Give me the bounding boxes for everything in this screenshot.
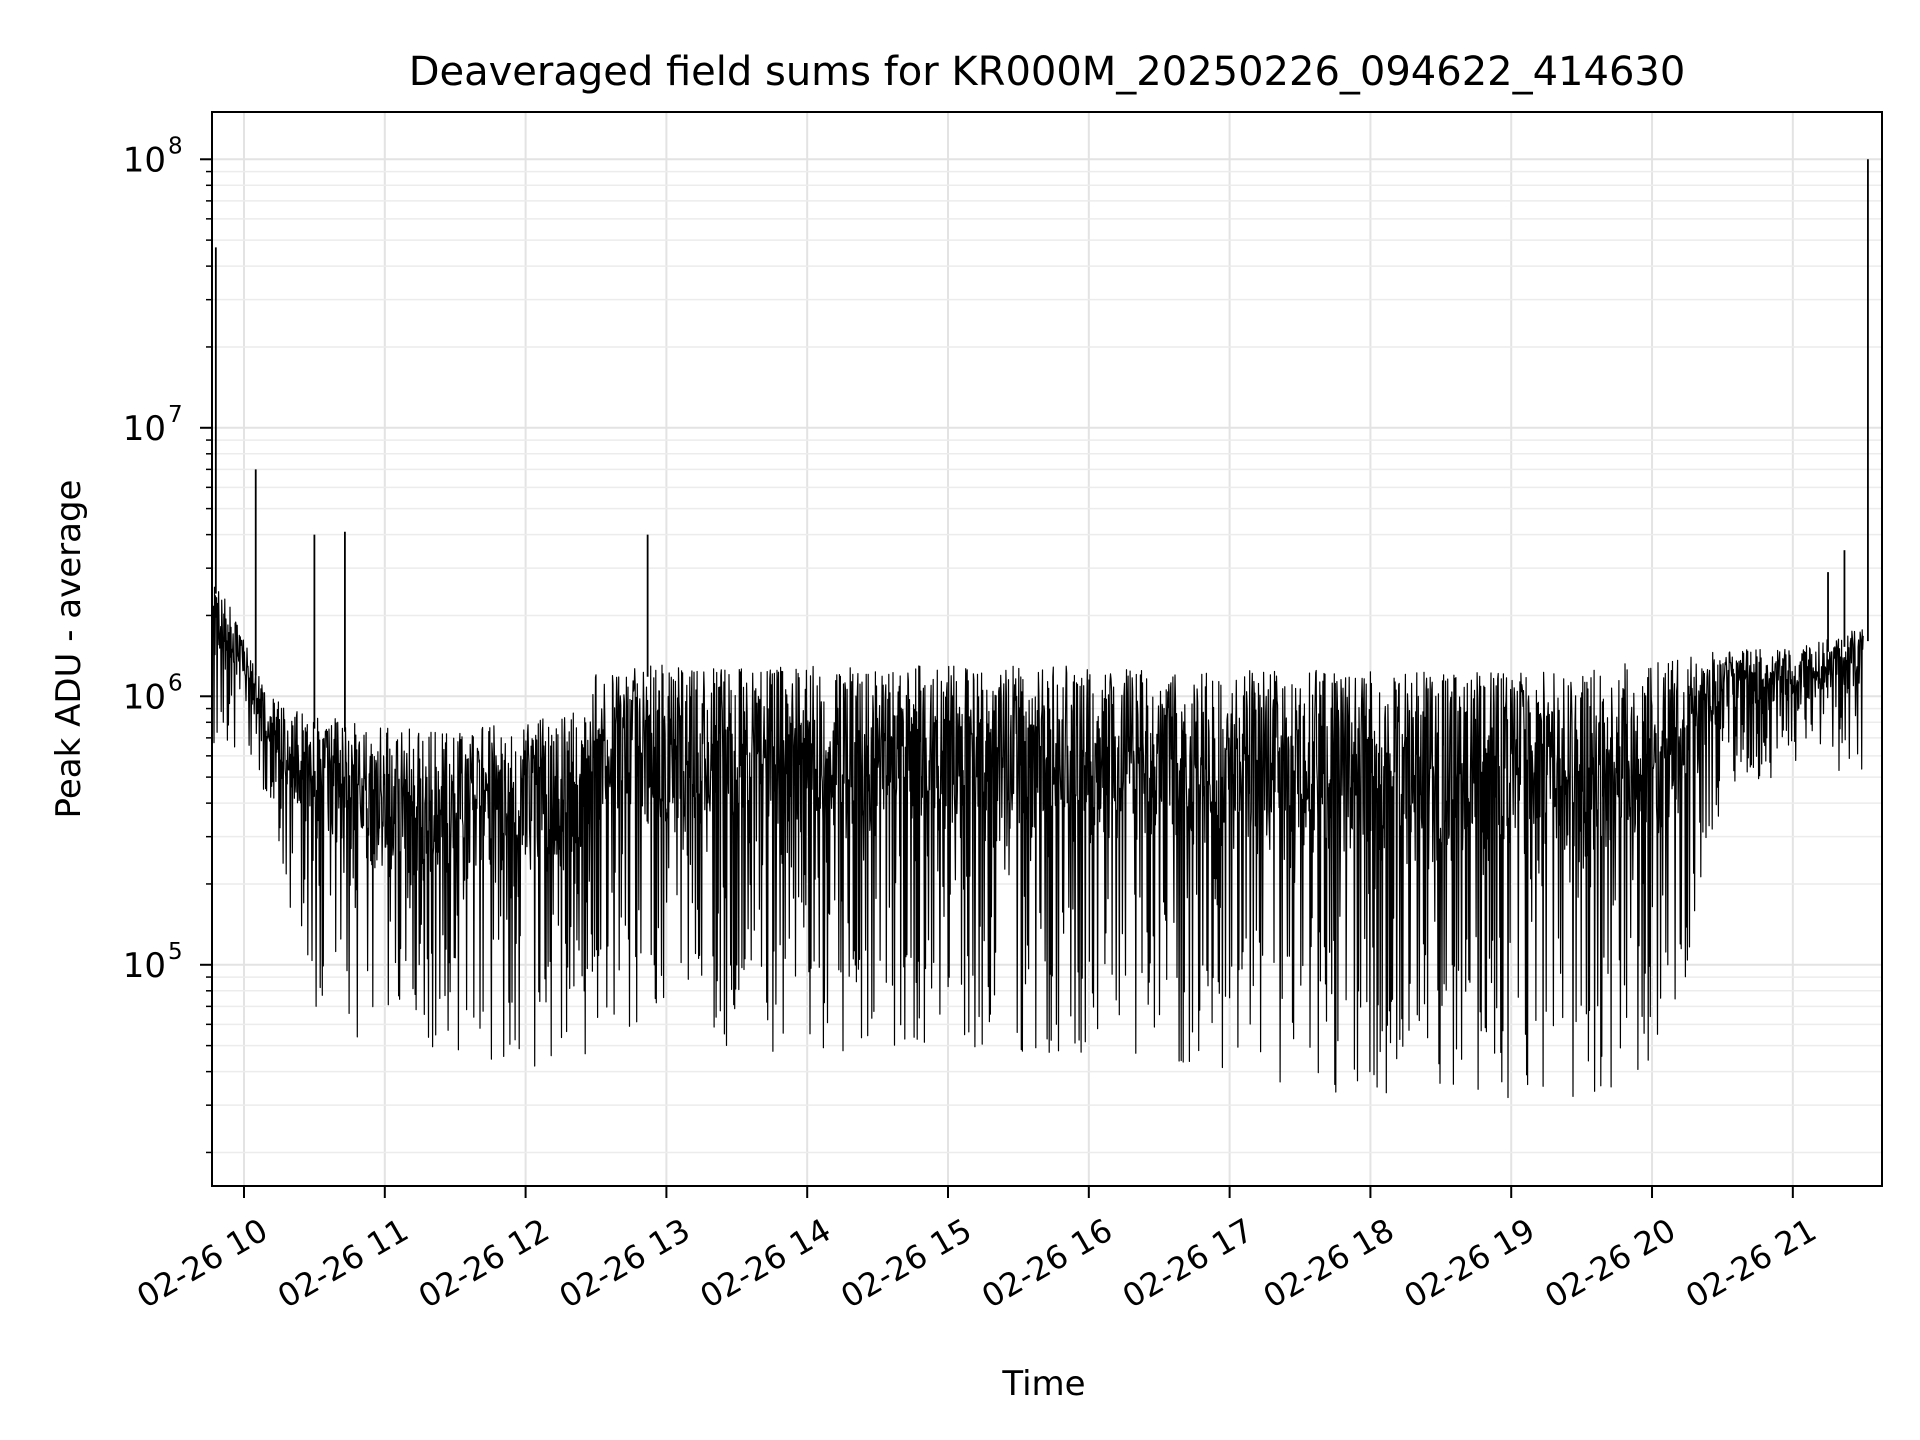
series-line	[212, 586, 1864, 1099]
y-tick-exponent: 7	[168, 402, 183, 428]
y-tick-label: 10	[123, 409, 166, 449]
plot-frame	[211, 111, 1883, 1187]
y-tick-exponent: 8	[168, 133, 183, 159]
data-series	[212, 159, 1869, 1099]
y-tick-label: 10	[123, 946, 166, 986]
y-tick-exponent: 5	[168, 939, 183, 965]
chart-title: Deaveraged field sums for KR000M_2025022…	[409, 49, 1686, 95]
y-tick-label: 10	[123, 140, 166, 180]
x-axis-label: Time	[1001, 1364, 1085, 1404]
y-tick-exponent: 6	[168, 670, 183, 696]
y-axis-label: Peak ADU - average	[49, 480, 89, 819]
y-tick-label: 10	[123, 677, 166, 717]
